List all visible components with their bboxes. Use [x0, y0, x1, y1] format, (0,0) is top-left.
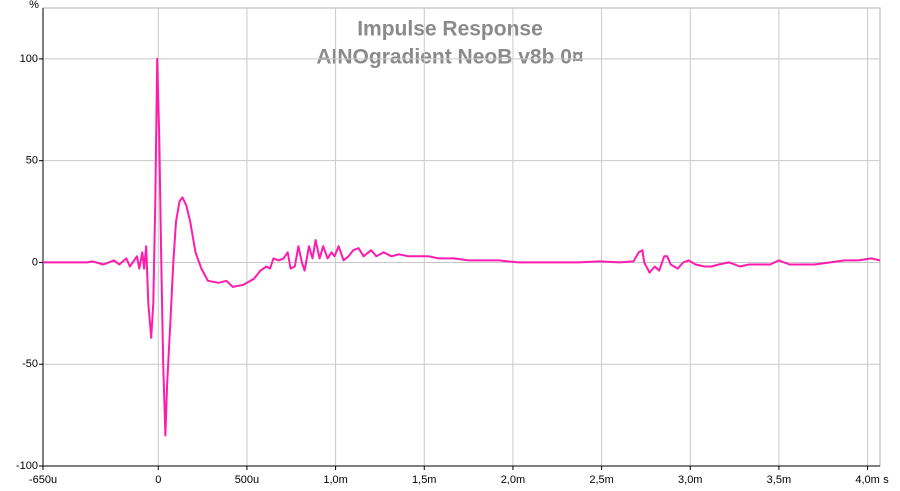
x-tick-label: 2,5m [589, 474, 613, 486]
x-tick-label: 4,0m [855, 474, 879, 486]
x-tick-label: 500u [235, 474, 259, 486]
x-tick-label: -650u [29, 474, 57, 486]
series-line [43, 57, 881, 437]
x-tick-label: 3,5m [767, 474, 791, 486]
y-tick-label: 50 [26, 155, 38, 167]
x-tick-label: 1,0m [323, 474, 347, 486]
y-tick-label: 0 [32, 256, 38, 268]
x-tick-label: 0 [155, 474, 161, 486]
x-tick-label: 1,5m [412, 474, 436, 486]
x-tick-label: 2,0m [501, 474, 525, 486]
y-tick-label: -100 [16, 460, 38, 472]
y-axis-label: % [29, 0, 39, 11]
y-tick-label: -50 [22, 358, 38, 370]
chart-subtitle: AINOgradient NeoB v8b 0¤ [316, 46, 584, 69]
plot-frame [42, 7, 881, 467]
x-axis-label: s [883, 474, 889, 486]
x-tick-label: 3,0m [678, 474, 702, 486]
chart-title: Impulse Response [357, 18, 543, 41]
y-tick-label: 100 [20, 53, 38, 65]
